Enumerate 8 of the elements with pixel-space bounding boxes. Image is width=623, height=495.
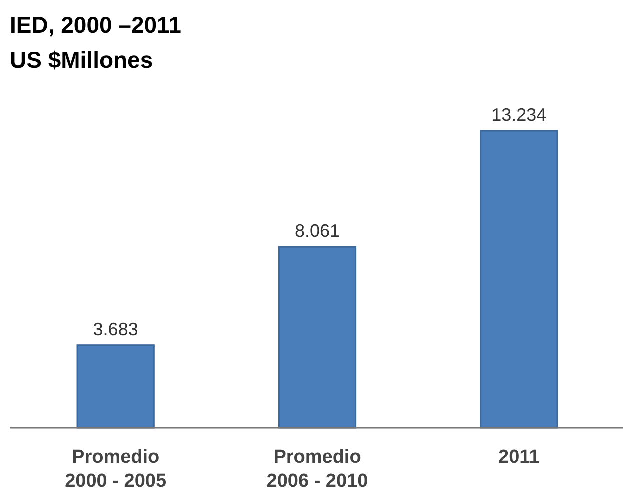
chart-title: IED, 2000 –2011 [10,12,182,38]
data-label: 8.061 [294,221,340,242]
x-tick-label: Promedio 2000 - 2005 [65,447,167,492]
data-label: 3.683 [93,319,138,340]
chart-subtitle: US $Millones [10,47,154,73]
x-tick-label: 2011 [498,447,540,468]
data-label: 13.234 [492,105,547,125]
x-tick-label: Promedio 2006 - 2010 [266,447,368,492]
